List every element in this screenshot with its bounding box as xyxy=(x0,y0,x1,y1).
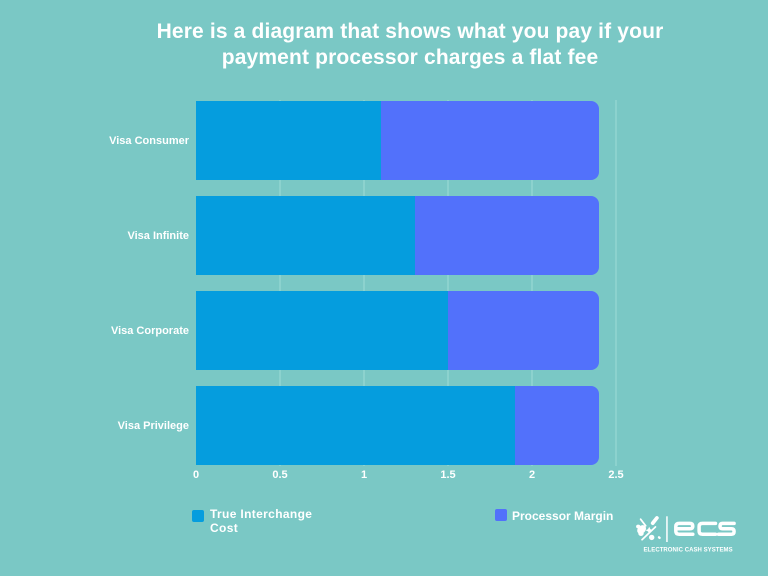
svg-text:ELECTRONIC CASH SYSTEMS: ELECTRONIC CASH SYSTEMS xyxy=(644,547,733,553)
